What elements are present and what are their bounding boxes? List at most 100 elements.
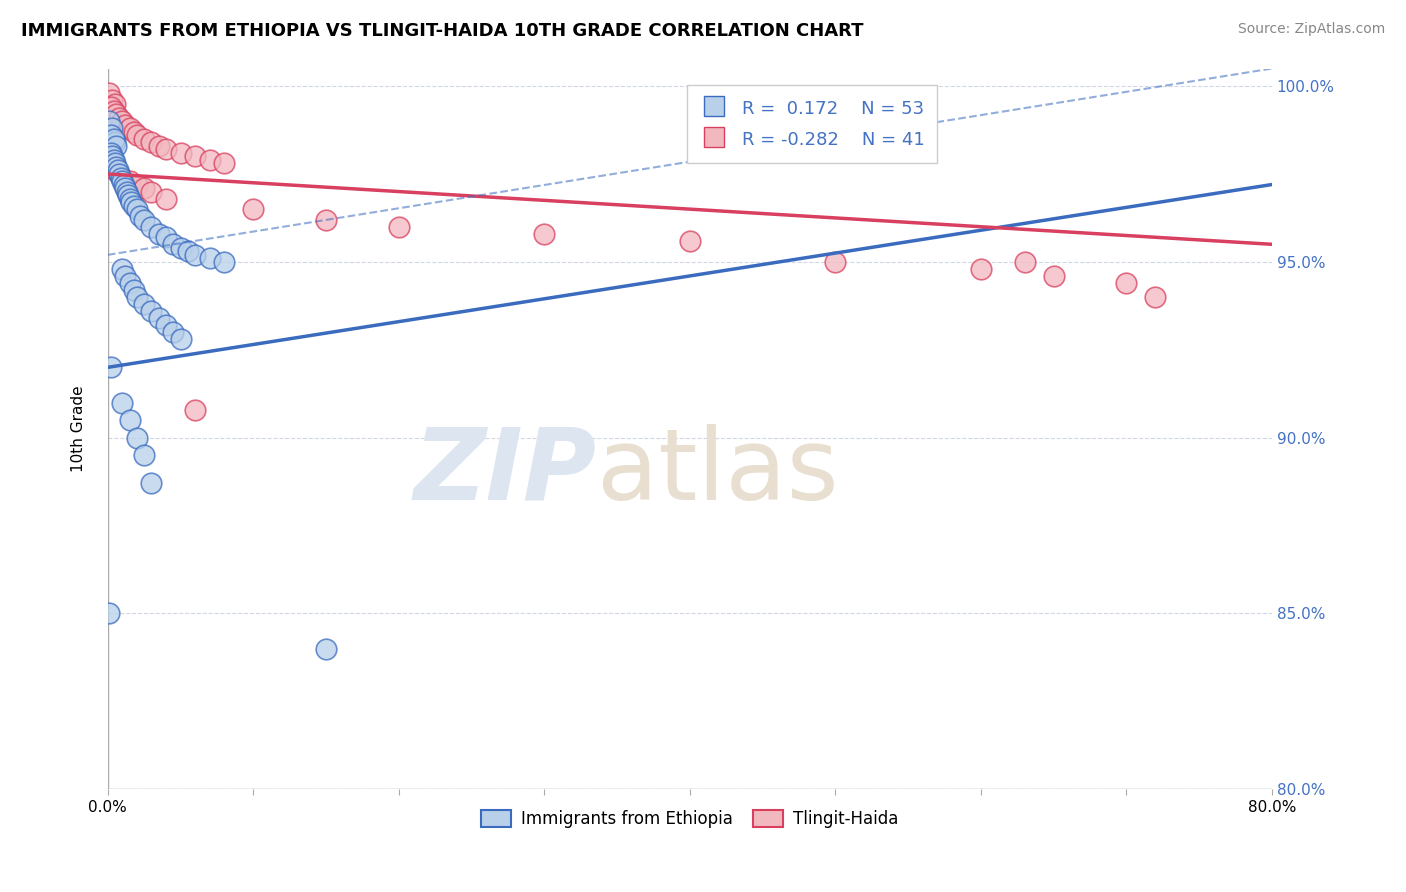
Point — [111, 114, 134, 128]
Point — [141, 476, 163, 491]
Point — [117, 188, 139, 202]
Legend: Immigrants from Ethiopia, Tlingit-Haida: Immigrants from Ethiopia, Tlingit-Haida — [475, 804, 905, 835]
Point — [141, 219, 163, 234]
Point — [388, 219, 411, 234]
Point — [114, 181, 136, 195]
Point — [122, 125, 145, 139]
Point — [162, 325, 184, 339]
Point — [108, 167, 131, 181]
Point — [212, 255, 235, 269]
Point — [1014, 255, 1036, 269]
Point — [98, 607, 121, 621]
Point — [100, 360, 122, 375]
Point — [141, 185, 163, 199]
Point — [104, 96, 127, 111]
Point — [162, 237, 184, 252]
Point — [1144, 290, 1167, 304]
Point — [134, 181, 156, 195]
Point — [134, 212, 156, 227]
Point — [105, 139, 128, 153]
Point — [184, 402, 207, 417]
Y-axis label: 10th Grade: 10th Grade — [72, 385, 86, 472]
Point — [212, 156, 235, 170]
Point — [103, 132, 125, 146]
Point — [315, 641, 337, 656]
Point — [108, 167, 131, 181]
Point — [125, 431, 148, 445]
Point — [103, 153, 125, 167]
Point — [107, 163, 129, 178]
Point — [148, 139, 170, 153]
Point — [198, 252, 221, 266]
Point — [118, 276, 141, 290]
Point — [1042, 268, 1064, 283]
Point — [125, 128, 148, 143]
Point — [134, 132, 156, 146]
Point — [98, 114, 121, 128]
Point — [101, 121, 124, 136]
Point — [118, 413, 141, 427]
Point — [104, 156, 127, 170]
Point — [141, 304, 163, 318]
Point — [1115, 276, 1137, 290]
Point — [100, 100, 122, 114]
Point — [104, 163, 127, 178]
Point — [104, 136, 127, 150]
Point — [141, 136, 163, 150]
Point — [148, 227, 170, 241]
Point — [111, 170, 134, 185]
Point — [110, 170, 132, 185]
Text: Source: ZipAtlas.com: Source: ZipAtlas.com — [1237, 22, 1385, 37]
Point — [112, 178, 135, 192]
Point — [114, 268, 136, 283]
Point — [111, 261, 134, 276]
Text: ZIP: ZIP — [413, 424, 596, 521]
Point — [679, 234, 702, 248]
Point — [108, 111, 131, 125]
Point — [148, 311, 170, 326]
Point — [118, 121, 141, 136]
Point — [111, 174, 134, 188]
Point — [105, 107, 128, 121]
Point — [155, 230, 177, 244]
Point — [184, 248, 207, 262]
Point — [120, 195, 142, 210]
Point — [315, 212, 337, 227]
Point — [155, 318, 177, 333]
Point — [118, 174, 141, 188]
Point — [122, 283, 145, 297]
Point — [105, 160, 128, 174]
Point — [134, 297, 156, 311]
Point — [100, 145, 122, 160]
Point — [111, 395, 134, 409]
Point — [98, 86, 121, 100]
Point — [155, 192, 177, 206]
Point — [184, 149, 207, 163]
Point — [177, 244, 200, 259]
Point — [125, 178, 148, 192]
Point — [533, 227, 555, 241]
Point — [100, 128, 122, 143]
Text: IMMIGRANTS FROM ETHIOPIA VS TLINGIT-HAIDA 10TH GRADE CORRELATION CHART: IMMIGRANTS FROM ETHIOPIA VS TLINGIT-HAID… — [21, 22, 863, 40]
Point — [118, 192, 141, 206]
Point — [103, 103, 125, 118]
Point — [122, 199, 145, 213]
Point — [824, 255, 846, 269]
Point — [101, 149, 124, 163]
Point — [125, 202, 148, 216]
Point — [198, 153, 221, 167]
Point — [169, 145, 191, 160]
Point — [169, 241, 191, 255]
Point — [134, 448, 156, 462]
Point — [155, 142, 177, 156]
Point — [101, 160, 124, 174]
Text: atlas: atlas — [596, 424, 838, 521]
Point — [128, 209, 150, 223]
Point — [101, 93, 124, 107]
Point — [242, 202, 264, 216]
Point — [114, 118, 136, 132]
Point — [169, 332, 191, 346]
Point — [970, 261, 993, 276]
Point — [125, 290, 148, 304]
Point — [115, 185, 138, 199]
